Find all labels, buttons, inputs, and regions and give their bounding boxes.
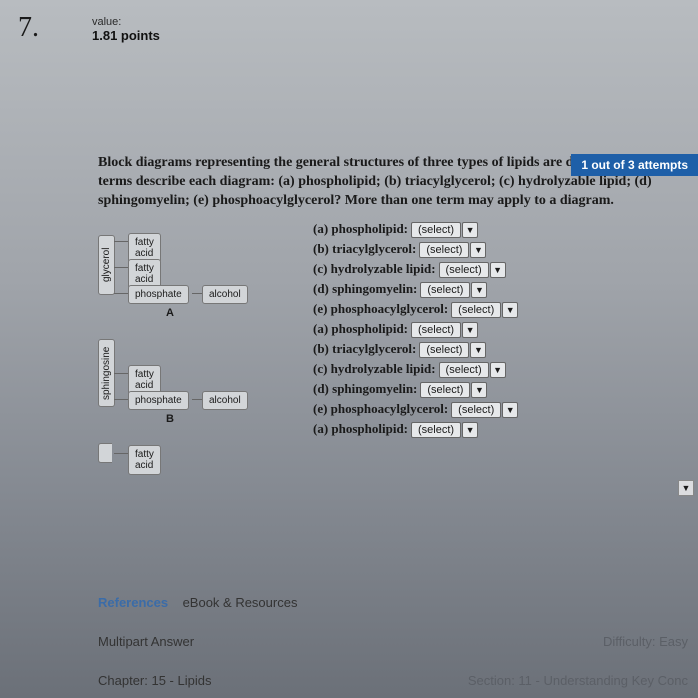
fatty-acid-box: fatty acid [128,445,161,475]
select-dropdown[interactable]: (select) [411,222,461,238]
select-dropdown[interactable]: (select) [439,262,489,278]
select-row: (b) triacylglycerol:(select)▼ [313,341,518,358]
multipart-label: Multipart Answer [98,634,194,649]
select-dropdown[interactable]: (select) [411,422,461,438]
select-row: (c) hydrolyzable lipid:(select)▼ [313,361,518,378]
select-label: (b) triacylglycerol: [313,341,416,356]
select-dropdown[interactable]: (select) [451,302,501,318]
chevron-down-icon[interactable]: ▼ [471,282,487,298]
chevron-down-icon[interactable]: ▼ [502,402,518,418]
points-value: 1.81 points [92,28,160,43]
references-link[interactable]: References [98,595,168,610]
chevron-down-icon[interactable]: ▼ [470,242,486,258]
chevron-down-icon[interactable]: ▼ [502,302,518,318]
content-area: glycerol fatty acid fatty acid phosphate… [98,221,698,521]
select-row: (d) sphingomyelin:(select)▼ [313,381,518,398]
select-dropdown[interactable]: (select) [451,402,501,418]
alcohol-box: alcohol [202,391,248,410]
select-label: (a) phospholipid: [313,321,408,336]
select-label: (c) hydrolyzable lipid: [313,261,436,276]
select-dropdown[interactable]: (select) [419,242,469,258]
select-label: (e) phosphoacylglycerol: [313,301,448,316]
scroll-down-button[interactable]: ▼ [678,480,694,496]
select-label: (a) phospholipid: [313,421,408,436]
select-label: (c) hydrolyzable lipid: [313,361,436,376]
select-row: (b) triacylglycerol:(select)▼ [313,241,518,258]
chevron-down-icon[interactable]: ▼ [490,262,506,278]
select-dropdown[interactable]: (select) [439,362,489,378]
select-dropdown[interactable]: (select) [419,342,469,358]
backbone-a: glycerol [98,235,115,295]
chevron-down-icon[interactable]: ▼ [462,322,478,338]
question-header: 7. value: 1.81 points [0,0,698,44]
attempts-badge: 1 out of 3 attempts [571,154,698,176]
chevron-down-icon[interactable]: ▼ [470,342,486,358]
ebook-link[interactable]: eBook & Resources [183,595,298,610]
select-dropdown[interactable]: (select) [420,282,470,298]
phosphate-box: phosphate [128,285,189,304]
select-row: (a) phospholipid:(select)▼ [313,321,518,338]
select-label: (e) phosphoacylglycerol: [313,401,448,416]
chevron-down-icon[interactable]: ▼ [462,222,478,238]
select-label: (b) triacylglycerol: [313,241,416,256]
section-label: Section: 11 - Understanding Key Conc [468,673,688,688]
alcohol-box: alcohol [202,285,248,304]
select-row: (e) phosphoacylglycerol:(select)▼ [313,401,518,418]
value-label: value: [92,16,121,28]
difficulty-label: Difficulty: Easy [603,634,688,649]
select-rows: (a) phospholipid:(select)▼ (b) triacylgl… [313,221,518,441]
footer: References eBook & Resources Multipart A… [98,571,688,688]
select-row: (d) sphingomyelin:(select)▼ [313,281,518,298]
select-row: (a) phospholipid:(select)▼ [313,421,518,438]
chapter-label: Chapter: 15 - Lipids [98,673,211,688]
select-label: (a) phospholipid: [313,221,408,236]
select-row: (e) phosphoacylglycerol:(select)▼ [313,301,518,318]
select-row: (a) phospholipid:(select)▼ [313,221,518,238]
select-label: (d) sphingomyelin: [313,281,417,296]
question-number: 7. [18,12,88,44]
chevron-down-icon[interactable]: ▼ [490,362,506,378]
select-dropdown[interactable]: (select) [420,382,470,398]
select-row: (c) hydrolyzable lipid:(select)▼ [313,261,518,278]
phosphate-box: phosphate [128,391,189,410]
value-block: value: 1.81 points [92,16,160,43]
select-dropdown[interactable]: (select) [411,322,461,338]
backbone-b: sphingosine [98,339,115,407]
diagram-letter-b: B [166,413,174,425]
chevron-down-icon[interactable]: ▼ [471,382,487,398]
chevron-down-icon[interactable]: ▼ [462,422,478,438]
select-label: (d) sphingomyelin: [313,381,417,396]
diagram-letter-a: A [166,307,174,319]
